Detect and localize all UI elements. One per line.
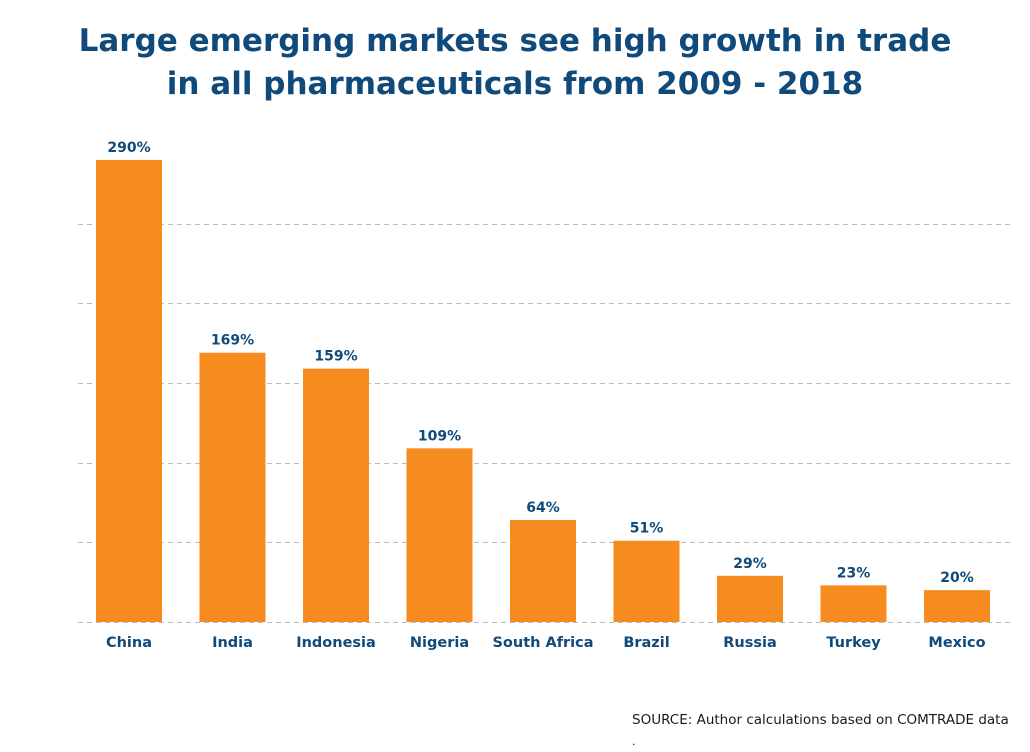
bar-india [199,352,266,622]
category-label-china: China [106,635,152,651]
chart-title: Large emerging markets see high growth i… [0,20,1030,106]
category-label-indonesia: Indonesia [296,635,376,651]
bar-south-africa [510,520,576,622]
category-label-nigeria: Nigeria [410,635,469,651]
data-label-brazil: 51% [630,521,664,537]
data-label-nigeria: 109% [418,428,461,444]
bar-nigeria [406,448,473,622]
data-label-south-africa: 64% [526,500,560,516]
category-label-brazil: Brazil [623,635,669,651]
data-label-china: 290% [107,140,150,156]
chart-title-line-1: Large emerging markets see high growth i… [78,23,952,59]
bar-turkey [820,585,887,622]
bar-brazil [613,540,680,622]
data-label-russia: 29% [733,556,767,572]
bar-china [96,159,162,622]
category-label-south-africa: South Africa [492,635,593,651]
data-label-india: 169% [211,333,254,349]
bar-indonesia [303,368,369,622]
category-label-india: India [212,635,253,651]
bar-mexico [924,590,990,622]
category-label-turkey: Turkey [826,635,881,651]
chart-title-line-2: in all pharmaceuticals from 2009 - 2018 [166,66,864,102]
source-mark: . [632,734,636,748]
bar-russia [717,575,783,622]
data-label-indonesia: 159% [314,349,357,365]
category-label-mexico: Mexico [928,635,985,651]
source-note: SOURCE: Author calculations based on COM… [632,712,1009,728]
data-label-turkey: 23% [837,565,871,581]
data-label-mexico: 20% [940,570,974,586]
category-label-russia: Russia [723,635,777,651]
